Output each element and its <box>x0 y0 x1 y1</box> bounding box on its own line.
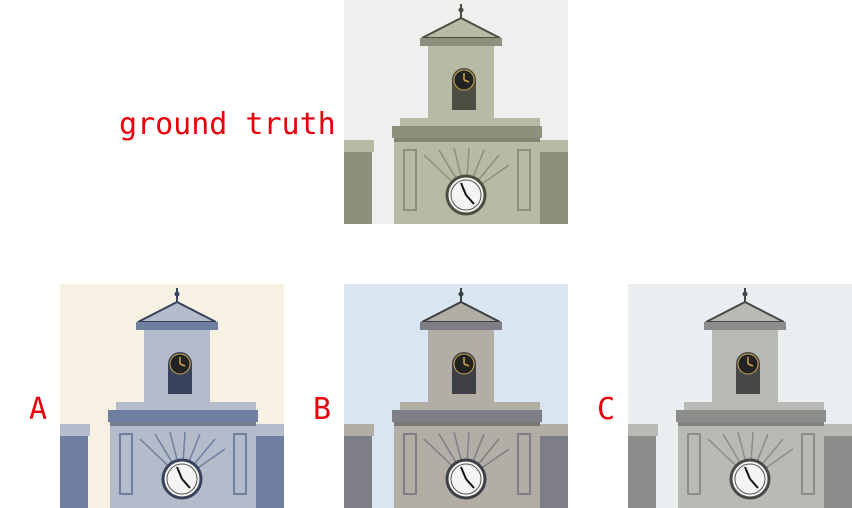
ground-truth-image <box>344 0 568 224</box>
ground-truth-label: ground truth <box>119 107 336 142</box>
option-a-label: A <box>29 392 48 427</box>
option-b-image <box>344 284 568 508</box>
option-c-label: C <box>597 392 616 427</box>
option-b-label: B <box>313 392 332 427</box>
option-c-image <box>628 284 852 508</box>
option-a-image <box>60 284 284 508</box>
